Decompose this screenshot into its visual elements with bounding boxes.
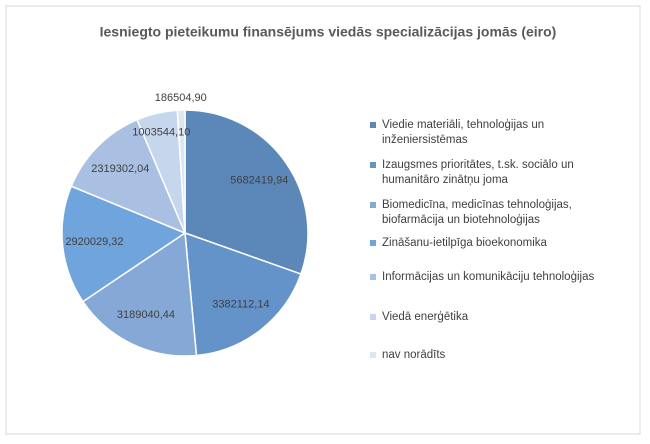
data-label: 3189040,44	[117, 309, 175, 321]
legend-entry: Viedie materiāli, tehnoloģijas un inženi…	[370, 118, 597, 148]
legend-entry: Izaugsmes prioritātes, t.sk. sociālo un …	[370, 158, 597, 188]
legend-entry: Viedā enerģētika	[370, 310, 597, 325]
legend-swatch	[370, 352, 376, 358]
data-label: 5682419,94	[230, 174, 288, 186]
legend-swatch	[370, 162, 376, 168]
data-label: 2920029,32	[65, 236, 123, 248]
legend-swatch	[370, 240, 376, 246]
data-label: 3382112,14	[212, 299, 269, 311]
pie-slice	[176, 109, 186, 234]
pie-slice	[70, 118, 187, 235]
legend-swatch	[370, 202, 376, 208]
legend-swatch	[370, 274, 376, 280]
legend-entry: Biomedicīna, medicīnas tehnoloģijas, bio…	[370, 198, 597, 228]
data-label: 1003544,10	[132, 126, 190, 138]
legend-label: Informācijas un komunikāciju tehnoloģija…	[382, 271, 595, 283]
pie-slice	[81, 231, 198, 357]
legend-entry: Informācijas un komunikāciju tehnoloģija…	[370, 270, 597, 285]
pie-slice	[61, 185, 187, 303]
legend-label: Viedā enerģētika	[382, 311, 469, 323]
legend-label: Biomedicīna, medicīnas tehnoloģijas, bio…	[382, 199, 572, 226]
legend-entry: Zināšanu-ietilpīga bioekonomika	[370, 236, 597, 251]
legend-swatch	[370, 314, 376, 320]
legend-label: Izaugsmes prioritātes, t.sk. sociālo un …	[382, 159, 574, 186]
pie-slice	[184, 231, 302, 357]
legend-label: Viedie materiāli, tehnoloģijas un inženi…	[382, 119, 545, 146]
data-label: 2319302,04	[91, 163, 149, 175]
data-label: 186504,90	[155, 92, 207, 104]
legend-swatch	[370, 122, 376, 128]
chart-title: Iesniegto pieteikumu finansējums viedās …	[100, 24, 557, 40]
pie-slice	[184, 109, 309, 276]
legend-label: nav norādīts	[382, 349, 446, 361]
legend-label: Zināšanu-ietilpīga bioekonomika	[382, 237, 547, 249]
legend-entry: nav norādīts	[370, 348, 597, 363]
